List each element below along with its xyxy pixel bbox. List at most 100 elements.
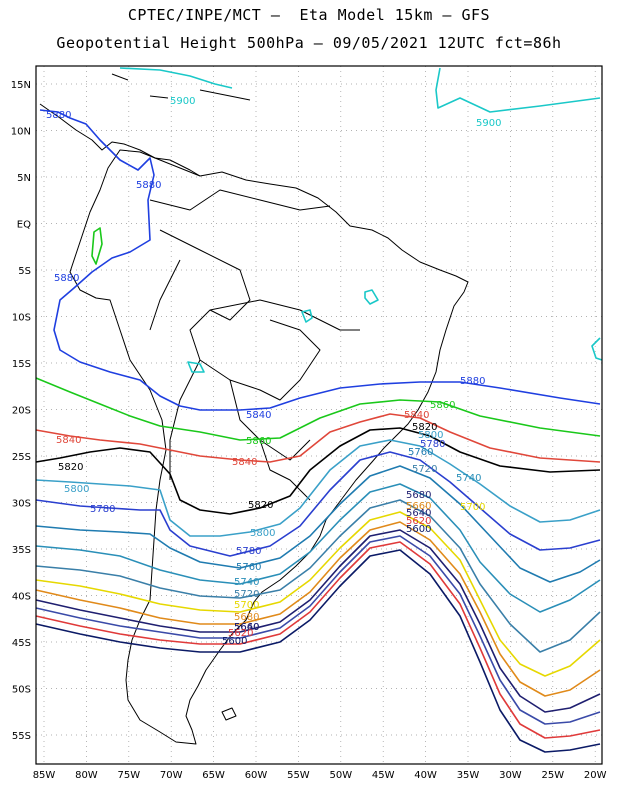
lon-tick-label: 45W — [372, 770, 395, 781]
contour-5740 — [35, 483, 601, 613]
lat-tick-label: 20S — [12, 406, 31, 417]
lat-tick-label: 5S — [18, 266, 31, 277]
lon-tick-label: 30W — [499, 770, 522, 781]
lat-tick-label: 10S — [12, 313, 31, 324]
contour-label: 5680 — [234, 612, 259, 623]
contour-label: 5820 — [248, 500, 273, 511]
lon-tick-label: 75W — [117, 770, 140, 781]
contour-label: 5900 — [476, 118, 501, 129]
lon-tick-label: 20W — [584, 770, 607, 781]
contour-label: 5660 — [406, 501, 431, 512]
contour-label: 5700 — [234, 600, 259, 611]
contour-label: 5600 — [406, 524, 431, 535]
contour-label: 5640 — [234, 622, 259, 633]
contour-5800 — [35, 439, 601, 537]
contour-5900-c — [187, 361, 205, 373]
contour-label: 5660 — [234, 622, 259, 633]
contour-lines — [35, 67, 603, 753]
contour-label: 5840 — [56, 435, 81, 446]
falkland-islands — [221, 707, 237, 721]
contour-label: 5760 — [236, 562, 261, 573]
lat-tick-label: 40S — [12, 592, 31, 603]
map-frame — [35, 65, 603, 765]
contour-label: 5860 — [430, 400, 455, 411]
contour-5720 — [35, 499, 601, 653]
lon-tick-label: 80W — [75, 770, 98, 781]
contour-5780 — [35, 451, 601, 557]
coastlines — [39, 73, 469, 745]
lat-tick-label: EQ — [17, 220, 31, 231]
contour-label: 5800 — [250, 528, 275, 539]
lon-tick-label: 50W — [329, 770, 352, 781]
lon-tick-label: 40W — [414, 770, 437, 781]
contour-label: 5860 — [246, 436, 271, 447]
lat-tick-label: 35S — [12, 545, 31, 556]
contour-5900 — [119, 67, 233, 89]
contour-label: 5700 — [460, 502, 485, 513]
lat-tick-label: 15N — [11, 80, 31, 91]
contour-5900-b — [301, 309, 313, 323]
contour-label: 5840 — [232, 457, 257, 468]
contour-5900-d — [591, 337, 603, 361]
contour-label: 5780 — [236, 546, 261, 557]
contour-5700 — [35, 511, 601, 677]
lon-tick-label: 70W — [160, 770, 183, 781]
lon-tick-label: 35W — [457, 770, 480, 781]
lat-tick-label: 45S — [12, 638, 31, 649]
longitude-labels: 85W 80W 75W 70W 65W 60W 55W 50W 45W 40W 35W 30W 25W 2… — [33, 770, 607, 781]
country-borders — [149, 189, 360, 501]
contour-5640 — [35, 535, 601, 725]
contour-5860-andes — [91, 227, 103, 265]
contour-label: 5620 — [406, 516, 431, 527]
lat-tick-label: 25S — [12, 452, 31, 463]
contour-label: 5820 — [412, 422, 437, 433]
contour-5660 — [35, 529, 601, 713]
contour-5900-amazon — [364, 289, 379, 305]
contour-label: 5620 — [228, 628, 253, 639]
lon-tick-label: 60W — [245, 770, 268, 781]
contour-label: 5720 — [234, 589, 259, 600]
contour-label: 5780 — [90, 504, 115, 515]
lat-tick-label: 55S — [12, 731, 31, 742]
lon-tick-label: 55W — [287, 770, 310, 781]
contour-5620 — [35, 541, 601, 739]
central-america-coast — [39, 103, 201, 177]
lon-tick-label: 85W — [33, 770, 56, 781]
contour-label: 5740 — [234, 577, 259, 588]
contour-5600 — [35, 549, 601, 753]
lat-tick-label: 30S — [12, 499, 31, 510]
contour-label: 5800 — [418, 430, 443, 441]
contour-5680 — [35, 521, 601, 697]
contour-label: 5880 — [46, 110, 71, 121]
contour-label: 5840 — [246, 410, 271, 421]
contour-label: 5780 — [420, 439, 445, 450]
contour-label: 5840 — [404, 410, 429, 421]
caribbean-islands — [111, 73, 251, 101]
contour-label: 5800 — [64, 484, 89, 495]
contour-5880-north — [39, 109, 601, 411]
contour-label: 5820 — [58, 462, 83, 473]
contour-label: 5640 — [406, 508, 431, 519]
contour-5900-east — [435, 67, 601, 113]
contour-5860 — [35, 377, 601, 441]
contour-labels: 5900 5900 5880 5880 5880 5880 5860 5860 … — [46, 96, 501, 647]
contour-label: 5720 — [412, 464, 437, 475]
contour-label: 5880 — [136, 180, 161, 191]
lat-tick-label: 15S — [12, 359, 31, 370]
map-title: CPTEC/INPE/MCT – Eta Model 15km – GFS — [127, 6, 491, 24]
lon-tick-label: 25W — [541, 770, 564, 781]
contour-5760 — [35, 465, 601, 583]
south-america-coast — [69, 149, 469, 745]
lat-tick-label: 5N — [17, 173, 31, 184]
contour-label: 5880 — [54, 273, 79, 284]
contour-label: 5600 — [222, 636, 247, 647]
lat-tick-label: 50S — [12, 685, 31, 696]
contour-label: 5880 — [460, 376, 485, 387]
map-subtitle: Geopotential Height 500hPa – 09/05/2021 … — [56, 34, 562, 52]
contour-5820 — [35, 427, 601, 515]
contour-label: 5900 — [170, 96, 195, 107]
contour-label: 5760 — [408, 447, 433, 458]
contour-label: 5680 — [406, 490, 431, 501]
contour-label: 5740 — [456, 473, 481, 484]
